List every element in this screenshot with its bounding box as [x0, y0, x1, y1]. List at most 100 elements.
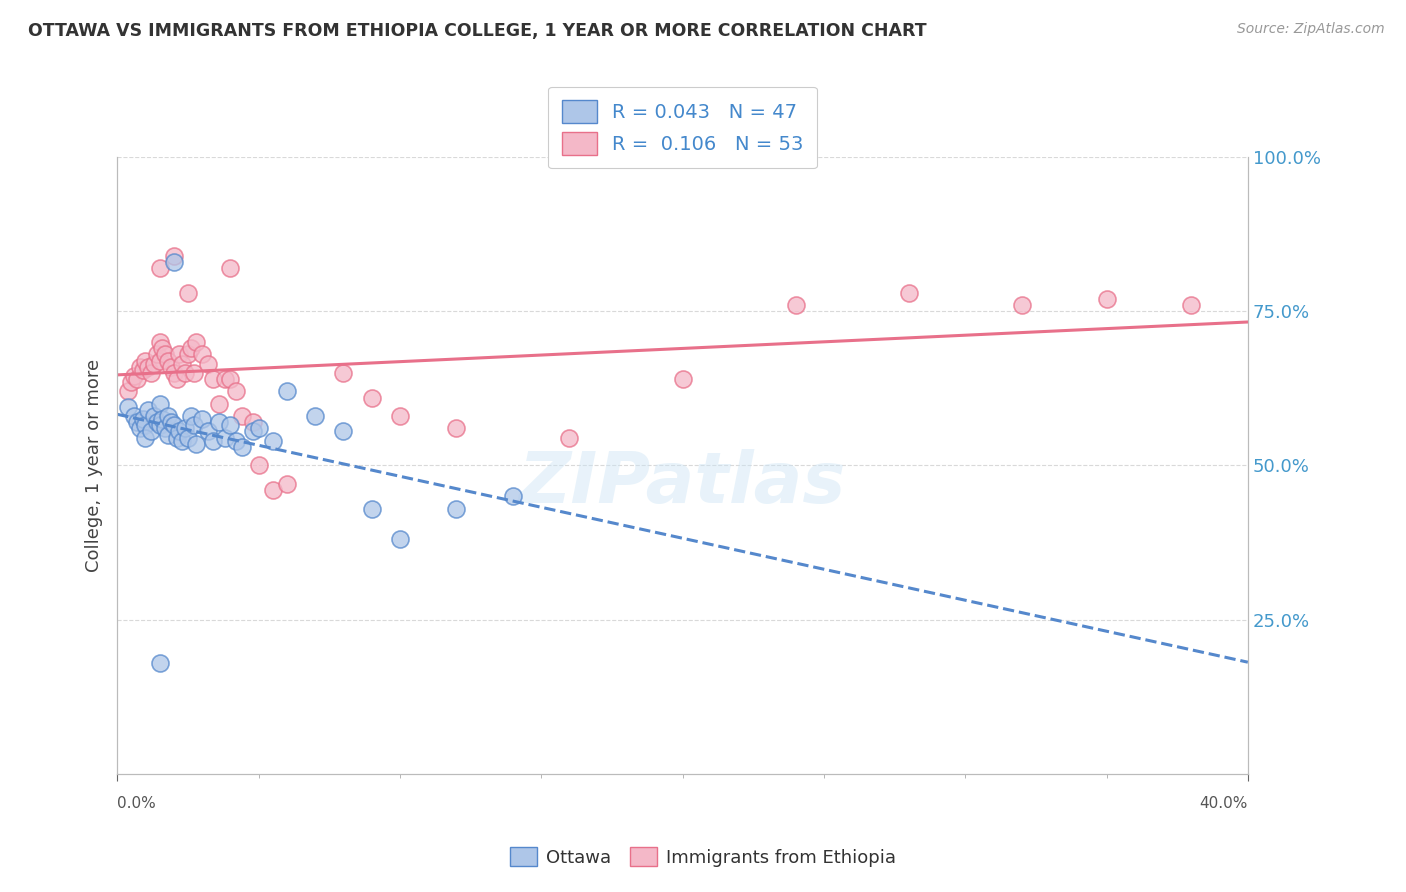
Point — [136, 359, 159, 374]
Point — [214, 372, 236, 386]
Point — [163, 255, 186, 269]
Text: ZIPatlas: ZIPatlas — [519, 450, 846, 518]
Point — [276, 384, 298, 399]
Point — [134, 418, 156, 433]
Point — [247, 458, 270, 473]
Point — [225, 434, 247, 448]
Point — [446, 421, 468, 435]
Point — [149, 656, 172, 670]
Point — [125, 372, 148, 386]
Point — [242, 415, 264, 429]
Point — [197, 357, 219, 371]
Point — [186, 437, 208, 451]
Point — [160, 359, 183, 374]
Point — [225, 384, 247, 399]
Point — [134, 431, 156, 445]
Point — [177, 347, 200, 361]
Point — [125, 415, 148, 429]
Point — [332, 366, 354, 380]
Point — [1095, 292, 1118, 306]
Point — [242, 425, 264, 439]
Point — [214, 431, 236, 445]
Point — [131, 412, 153, 426]
Point — [502, 489, 524, 503]
Point — [202, 372, 225, 386]
Point — [152, 341, 174, 355]
Point — [332, 425, 354, 439]
Point — [142, 409, 165, 423]
Point — [183, 418, 205, 433]
Point — [360, 501, 382, 516]
Point — [145, 415, 167, 429]
Point — [231, 440, 253, 454]
Point — [247, 421, 270, 435]
Legend: Ottawa, Immigrants from Ethiopia: Ottawa, Immigrants from Ethiopia — [503, 840, 903, 874]
Point — [120, 375, 142, 389]
Point — [136, 403, 159, 417]
Point — [1011, 298, 1033, 312]
Point — [177, 431, 200, 445]
Point — [219, 260, 242, 275]
Point — [202, 434, 225, 448]
Point — [262, 483, 284, 497]
Point — [1180, 298, 1202, 312]
Point — [142, 357, 165, 371]
Point — [163, 366, 186, 380]
Point — [231, 409, 253, 423]
Point — [131, 363, 153, 377]
Point — [186, 334, 208, 349]
Legend: R = 0.043   N = 47, R =  0.106   N = 53: R = 0.043 N = 47, R = 0.106 N = 53 — [548, 87, 817, 169]
Point — [157, 427, 180, 442]
Point — [174, 366, 197, 380]
Text: OTTAWA VS IMMIGRANTS FROM ETHIOPIA COLLEGE, 1 YEAR OR MORE CORRELATION CHART: OTTAWA VS IMMIGRANTS FROM ETHIOPIA COLLE… — [28, 22, 927, 40]
Point — [139, 425, 162, 439]
Point — [149, 260, 172, 275]
Point — [388, 409, 411, 423]
Point — [219, 418, 242, 433]
Point — [128, 421, 150, 435]
Point — [172, 434, 194, 448]
Point — [122, 409, 145, 423]
Point — [219, 372, 242, 386]
Point — [152, 412, 174, 426]
Point — [174, 421, 197, 435]
Point — [128, 359, 150, 374]
Point — [139, 366, 162, 380]
Point — [276, 476, 298, 491]
Text: 40.0%: 40.0% — [1199, 796, 1249, 811]
Point — [208, 397, 231, 411]
Point — [208, 415, 231, 429]
Point — [446, 501, 468, 516]
Point — [155, 421, 177, 435]
Point — [157, 353, 180, 368]
Point — [149, 397, 172, 411]
Point — [897, 285, 920, 300]
Point — [183, 366, 205, 380]
Point — [166, 372, 188, 386]
Point — [177, 285, 200, 300]
Point — [197, 425, 219, 439]
Point — [262, 434, 284, 448]
Y-axis label: College, 1 year or more: College, 1 year or more — [86, 359, 103, 572]
Point — [180, 341, 202, 355]
Point — [191, 347, 214, 361]
Point — [149, 334, 172, 349]
Point — [304, 409, 326, 423]
Point — [169, 425, 191, 439]
Point — [117, 400, 139, 414]
Point — [122, 368, 145, 383]
Point — [558, 431, 581, 445]
Point — [149, 418, 172, 433]
Point — [160, 415, 183, 429]
Point — [157, 409, 180, 423]
Point — [785, 298, 807, 312]
Point — [163, 418, 186, 433]
Point — [134, 353, 156, 368]
Point — [180, 409, 202, 423]
Point — [155, 347, 177, 361]
Text: 0.0%: 0.0% — [117, 796, 156, 811]
Point — [360, 391, 382, 405]
Point — [191, 412, 214, 426]
Point — [145, 347, 167, 361]
Point — [169, 347, 191, 361]
